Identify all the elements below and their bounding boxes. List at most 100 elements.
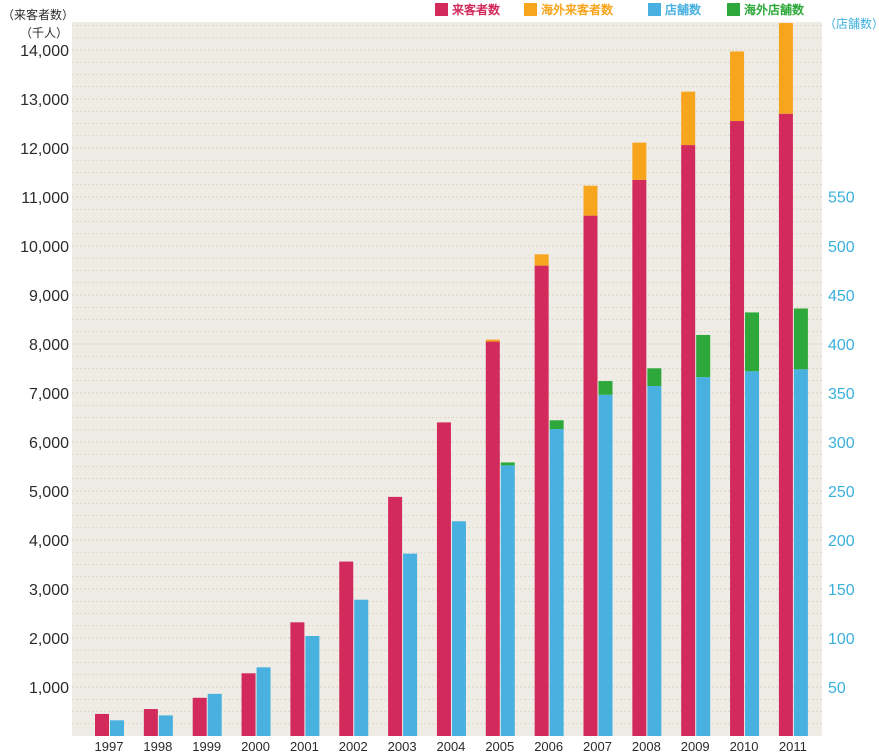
x-tick-label: 1998 xyxy=(143,739,172,754)
bar-stores-1999 xyxy=(207,693,222,736)
x-tick-label: 2009 xyxy=(681,739,710,754)
bar-overseas-visitors-2011 xyxy=(778,23,793,114)
x-tick-label: 2011 xyxy=(779,739,807,754)
right-tick-label: 200 xyxy=(828,533,855,550)
bar-stores-2010 xyxy=(745,371,760,736)
right-tick-label: 300 xyxy=(828,435,855,452)
x-tick-label: 1997 xyxy=(95,739,124,754)
bar-overseas-visitors-2010 xyxy=(730,51,745,122)
legend-label-overseas-visitors: 海外来客者数 xyxy=(541,2,614,17)
bar-stores-2003 xyxy=(403,553,418,736)
left-tick-label: 10,000 xyxy=(20,239,69,256)
bar-stores-1997 xyxy=(110,720,124,736)
left-tick-label: 11,000 xyxy=(21,190,69,207)
legend-label-visitors: 来客者数 xyxy=(451,2,501,17)
legend-swatch-visitors xyxy=(435,3,448,16)
left-tick-label: 7,000 xyxy=(29,386,69,403)
left-tick-label: 12,000 xyxy=(20,141,69,158)
x-tick-label: 2008 xyxy=(632,739,661,754)
bar-visitors-2002 xyxy=(339,561,354,736)
legend-label-stores: 店舗数 xyxy=(665,2,702,17)
legend-swatch-overseas-stores xyxy=(727,3,740,16)
left-tick-label: 5,000 xyxy=(29,484,69,501)
left-tick-label: 2,000 xyxy=(29,631,69,648)
bar-stores-2011 xyxy=(793,369,808,736)
bar-overseas-visitors-2007 xyxy=(583,185,598,216)
x-tick-label: 2004 xyxy=(436,739,465,754)
right-tick-label: 400 xyxy=(828,337,855,354)
right-tick-label: 450 xyxy=(828,288,855,305)
x-tick-label: 2003 xyxy=(388,739,417,754)
right-tick-label: 550 xyxy=(828,190,855,207)
bar-visitors-2007 xyxy=(583,215,598,736)
bar-visitors-2008 xyxy=(632,179,647,737)
x-tick-label: 2000 xyxy=(241,739,270,754)
bar-overseas-stores-2009 xyxy=(696,334,711,378)
legend: 来客者数 海外来客者数 店舗数 海外店舗数 xyxy=(435,2,805,17)
bar-visitors-1998 xyxy=(143,709,158,736)
left-tick-label: 4,000 xyxy=(29,533,69,550)
legend-label-overseas-stores: 海外店舗数 xyxy=(744,2,805,17)
left-tick-label: 8,000 xyxy=(29,337,69,354)
right-axis-ticks: 50 100 150 200 250 300 350 400 450 500 550 xyxy=(828,190,855,697)
left-tick-label: 6,000 xyxy=(29,435,69,452)
bar-visitors-2001 xyxy=(290,622,305,736)
bar-overseas-stores-2005 xyxy=(500,462,515,466)
legend-swatch-stores xyxy=(648,3,661,16)
x-tick-label: 2010 xyxy=(730,739,759,754)
left-tick-label: 1,000 xyxy=(29,680,69,697)
x-tick-label: 2006 xyxy=(534,739,563,754)
bar-stores-2006 xyxy=(549,429,564,736)
x-tick-label: 2005 xyxy=(485,739,514,754)
bar-overseas-stores-2010 xyxy=(745,312,760,372)
bar-visitors-2005 xyxy=(485,341,500,736)
bar-stores-2002 xyxy=(354,599,369,736)
left-tick-label: 3,000 xyxy=(29,582,69,599)
bar-overseas-stores-2006 xyxy=(549,420,564,430)
right-tick-label: 50 xyxy=(828,680,846,697)
bar-visitors-1999 xyxy=(192,697,207,736)
bar-overseas-stores-2011 xyxy=(793,308,808,370)
bar-overseas-visitors-2005 xyxy=(485,339,500,342)
bar-overseas-visitors-2009 xyxy=(681,91,696,146)
bar-stores-2000 xyxy=(256,667,271,736)
right-tick-label: 100 xyxy=(828,631,855,648)
left-tick-label: 13,000 xyxy=(20,92,69,109)
bar-visitors-2009 xyxy=(681,145,696,736)
x-tick-label: 2001 xyxy=(290,739,319,754)
bar-overseas-stores-2007 xyxy=(598,381,613,395)
left-tick-label: 9,000 xyxy=(29,288,69,305)
x-axis-ticks: 1997 1998 1999 2000 2001 2002 2003 2004 2005 2006… xyxy=(95,739,807,754)
right-tick-label: 350 xyxy=(828,386,855,403)
bar-stores-1998 xyxy=(158,715,173,736)
bar-visitors-2004 xyxy=(436,422,451,736)
left-axis-title-line1: （来客者数） xyxy=(2,7,74,22)
bar-overseas-stores-2008 xyxy=(647,368,662,386)
bar-stores-2008 xyxy=(647,385,662,736)
left-axis-ticks: 1,000 2,000 3,000 4,000 5,000 6,000 7,000 8,000… xyxy=(20,43,69,697)
bar-stores-2007 xyxy=(598,394,613,736)
x-tick-label: 2002 xyxy=(339,739,368,754)
right-tick-label: 500 xyxy=(828,239,855,256)
legend-swatch-overseas-visitors xyxy=(524,3,537,16)
x-tick-label: 2007 xyxy=(583,739,612,754)
bar-stores-2001 xyxy=(305,635,320,736)
bar-visitors-2000 xyxy=(241,673,256,736)
left-tick-label: 14,000 xyxy=(20,43,69,60)
bar-stores-2005 xyxy=(500,465,515,736)
right-tick-label: 150 xyxy=(828,582,855,599)
bar-visitors-2011 xyxy=(778,113,793,736)
bars xyxy=(95,23,808,737)
right-axis-title: （店舗数） xyxy=(824,16,879,31)
right-tick-label: 250 xyxy=(828,484,855,501)
bar-visitors-2006 xyxy=(534,265,549,736)
bar-visitors-2003 xyxy=(388,496,403,736)
bar-overseas-visitors-2008 xyxy=(632,142,647,180)
bar-visitors-2010 xyxy=(730,121,745,737)
bar-visitors-1997 xyxy=(95,713,109,736)
bar-stores-2004 xyxy=(451,521,466,736)
bar-overseas-visitors-2006 xyxy=(534,254,549,266)
bar-stores-2009 xyxy=(696,377,711,736)
